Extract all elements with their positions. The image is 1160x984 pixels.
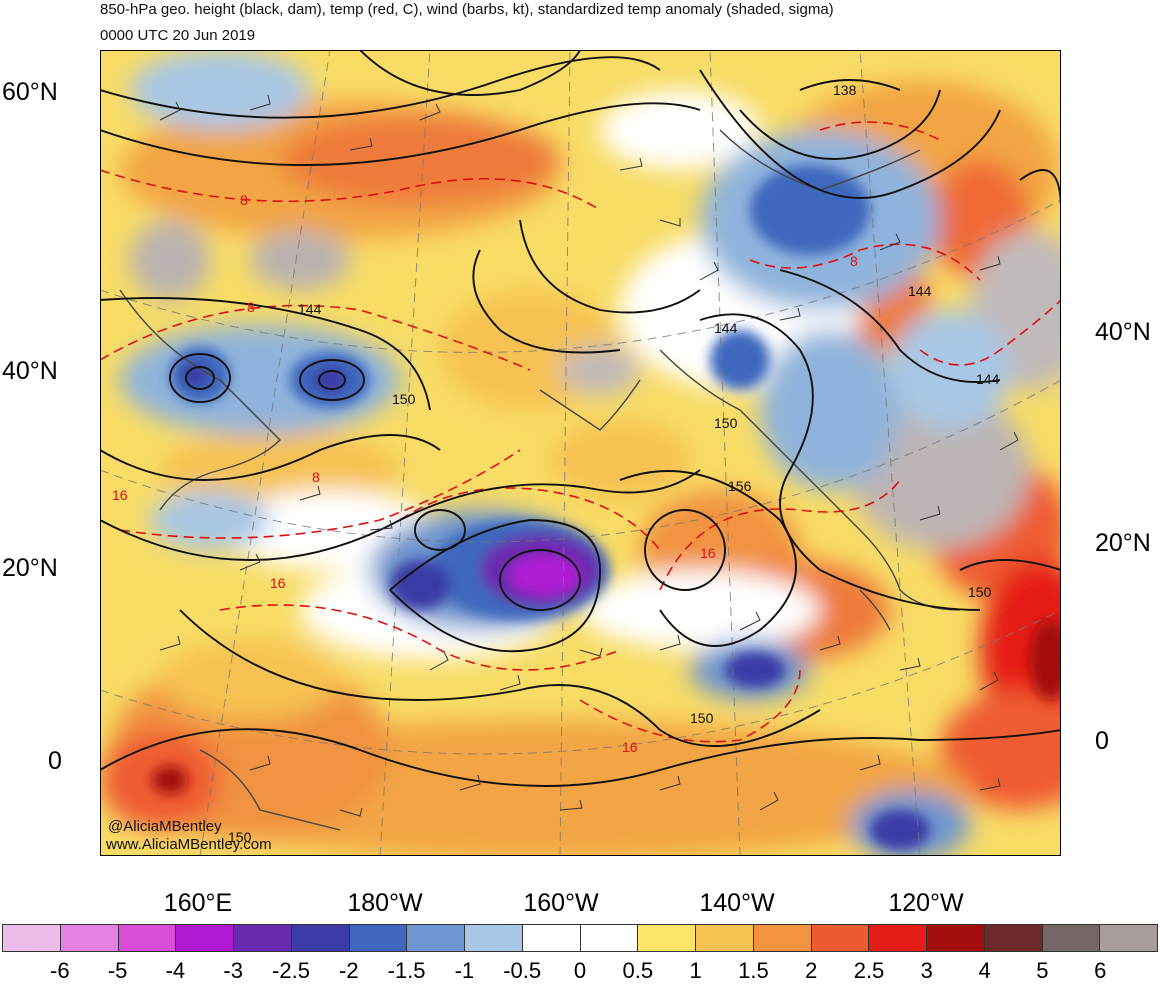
colorbar-swatch: [811, 925, 870, 951]
colorbar-swatch: [60, 925, 119, 951]
map-timestamp: 0000 UTC 20 Jun 2019: [100, 27, 256, 44]
colorbar-tick-label: 5: [1036, 958, 1049, 983]
colorbar-tick-label: -1.5: [387, 958, 426, 983]
lon-label-180w: 180°W: [347, 889, 423, 917]
lat-label-40n-left: 40°N: [2, 357, 58, 385]
svg-text:www.AliciaMBentley.com: www.AliciaMBentley.com: [105, 836, 272, 853]
svg-text:144: 144: [714, 320, 738, 336]
watermark: @AliciaMBentley www.AliciaMBentley.com: [105, 818, 272, 853]
colorbar-tick-label: 2.5: [853, 958, 885, 983]
lat-label-40n-right: 40°N: [1095, 318, 1151, 346]
colorbar-tick-label: -0.5: [503, 958, 542, 983]
wind-barbs: [159, 94, 1019, 817]
colorbar-swatch: [1042, 925, 1101, 951]
lon-label-160e: 160°E: [163, 889, 233, 917]
colorbar-tick-label: -2.5: [272, 958, 310, 983]
svg-text:150: 150: [968, 584, 992, 600]
svg-text:8: 8: [850, 253, 858, 269]
colorbar-swatch: [753, 925, 812, 951]
colorbar-swatch: [696, 925, 754, 951]
colorbar-swatch: [291, 925, 350, 951]
svg-text:16: 16: [112, 487, 128, 503]
temperature-contours: [100, 121, 1061, 743]
colorbar-tick-label: 4: [978, 958, 991, 983]
colorbar-swatch: [118, 925, 177, 951]
svg-text:150: 150: [690, 710, 714, 726]
colorbar-swatch: [176, 925, 234, 951]
svg-text:150: 150: [228, 829, 252, 845]
svg-text:16: 16: [270, 575, 286, 591]
map-border: [100, 50, 1061, 856]
colorbar-tick-label: -3: [223, 958, 243, 983]
colorbar-swatch: [465, 925, 523, 951]
lon-label-140w: 140°W: [699, 889, 775, 917]
lat-label-60n: 60°N: [2, 78, 58, 106]
svg-text:8: 8: [240, 192, 248, 208]
svg-text:8: 8: [312, 469, 320, 485]
colorbar-swatch: [638, 925, 696, 951]
map-title: 850-hPa geo. height (black, dam), temp (…: [100, 1, 834, 18]
colorbar-swatch: [407, 925, 465, 951]
colorbar-swatch: [984, 925, 1043, 951]
svg-text:156: 156: [728, 478, 752, 494]
svg-text:16: 16: [700, 545, 716, 561]
colorbar-tick-label: 0.5: [622, 958, 654, 983]
svg-text:144: 144: [908, 283, 932, 299]
colorbar-swatch: [1100, 925, 1157, 951]
colorbar-tick-label: -2: [339, 958, 359, 983]
colorbar-swatch: [3, 925, 61, 951]
svg-text:150: 150: [392, 391, 416, 407]
colorbar-tick-label: 6: [1094, 958, 1107, 983]
lon-label-120w: 120°W: [888, 889, 964, 917]
colorbar-swatch: [869, 925, 927, 951]
colorbar-swatch: [927, 925, 985, 951]
colorbar-swatch: [234, 925, 292, 951]
lat-label-0-right: 0: [1095, 727, 1109, 755]
height-contour-labels: 138 144 144 144 144 150 150 150 150 156 …: [228, 82, 1000, 845]
graticule: [100, 50, 1061, 856]
svg-text:150: 150: [714, 415, 738, 431]
colorbar-swatch: [580, 925, 639, 951]
colorbar-tick-label: -5: [107, 958, 128, 983]
colorbar-tick-label: 3: [920, 958, 933, 983]
height-contours: [100, 50, 1061, 787]
colorbar-tick-label: 1.5: [738, 958, 769, 983]
colorbar-swatch: [349, 925, 408, 951]
svg-text:144: 144: [976, 371, 1000, 387]
svg-text:144: 144: [298, 301, 322, 317]
colorbar-tick-label: 0: [573, 958, 587, 983]
colorbar-tick-label: 2: [805, 958, 818, 983]
svg-text:16: 16: [622, 739, 638, 755]
anomaly-core-shading: [152, 165, 1061, 850]
weather-map: 138 144 144 144 144 150 150 150 150 156 …: [100, 50, 1061, 856]
lon-label-160w: 160°W: [523, 889, 599, 917]
lat-label-0-left: 0: [48, 747, 62, 775]
colorbar-tick-label: -6: [50, 958, 70, 983]
svg-text:138: 138: [833, 82, 857, 98]
temperature-contour-labels: 8 8 8 8 16 16 16 16: [112, 192, 858, 755]
lat-label-20n-left: 20°N: [2, 554, 58, 582]
lat-label-20n-right: 20°N: [1095, 529, 1151, 557]
colorbar-tick-label: 1: [689, 958, 702, 983]
svg-text:@AliciaMBentley: @AliciaMBentley: [108, 818, 222, 835]
colorbar-tick-label: -1: [454, 958, 475, 983]
anomaly-colorbar: [2, 924, 1158, 952]
colorbar-tick-label: -4: [165, 958, 186, 983]
svg-text:8: 8: [247, 299, 255, 315]
colorbar-swatch: [522, 925, 581, 951]
